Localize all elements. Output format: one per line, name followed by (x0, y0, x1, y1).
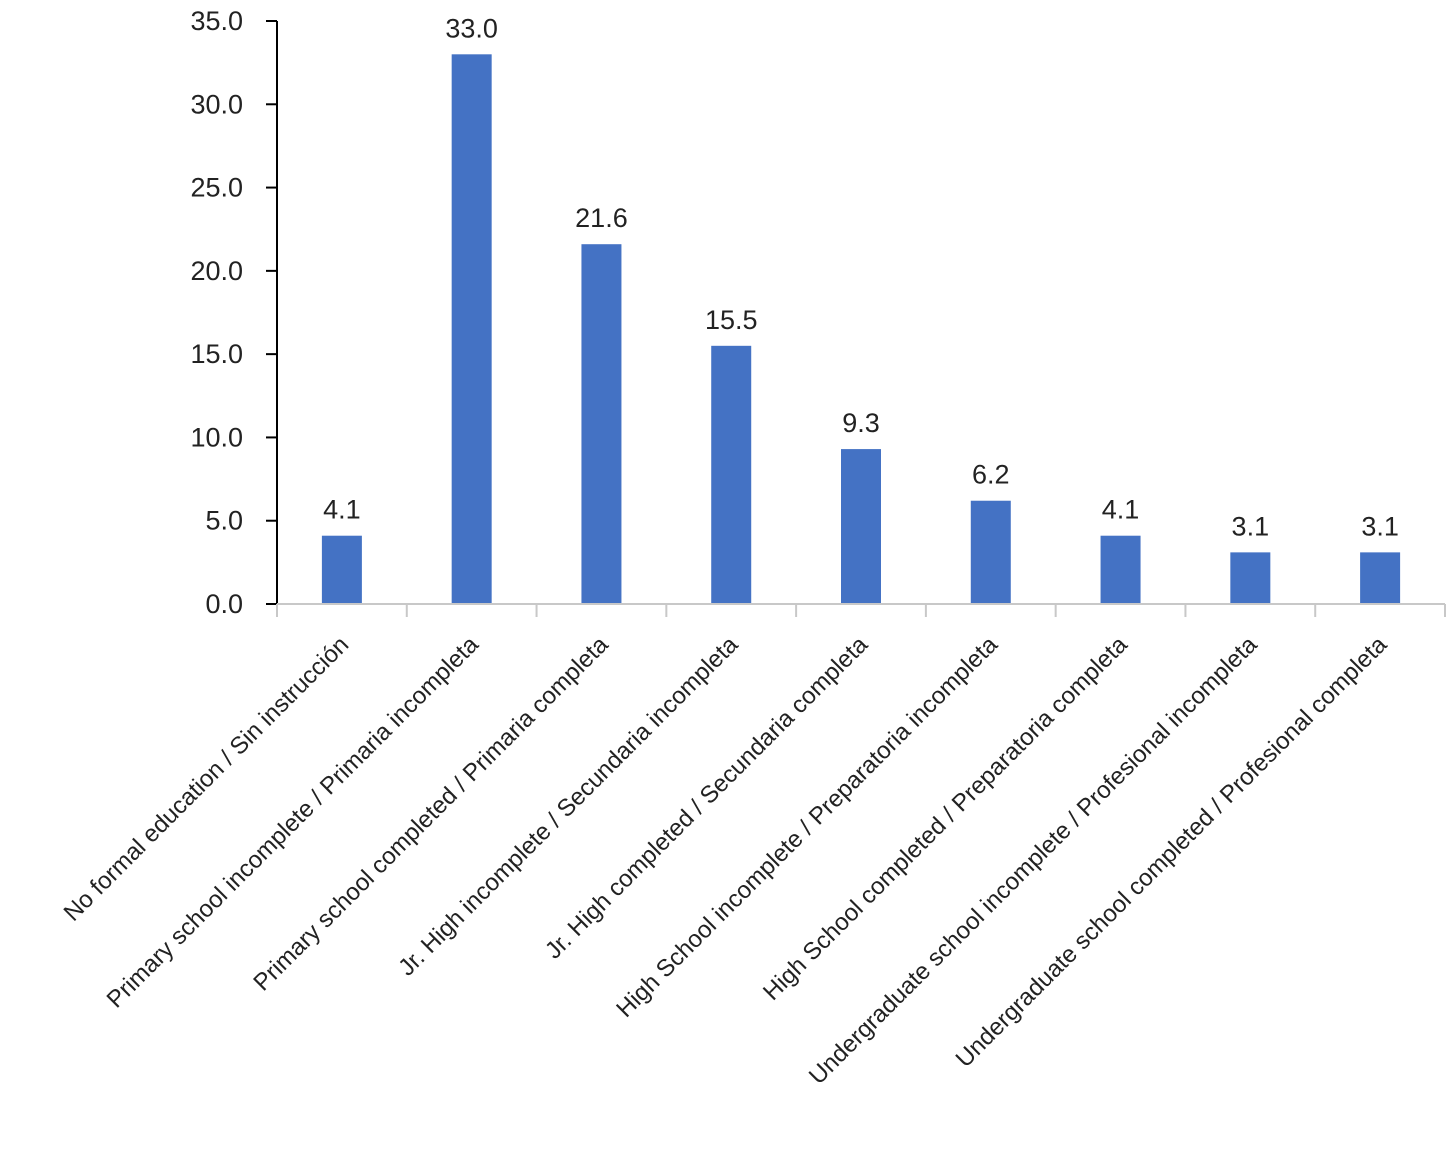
y-tick-label: 0.0 (205, 589, 243, 619)
category-label: Undergraduate school completed / Profesi… (951, 631, 1393, 1073)
bar (841, 449, 881, 604)
bar (451, 54, 492, 605)
data-labels: 4.1 33.0 21.6 15.5 9.3 6.2 4.1 3.1 3.1 (323, 13, 1399, 541)
y-tick-label: 5.0 (205, 506, 243, 536)
bar (1230, 552, 1271, 604)
data-label: 33.0 (445, 13, 498, 43)
data-label: 15.5 (705, 305, 758, 335)
bar (711, 345, 752, 604)
bar (581, 244, 622, 604)
data-label: 21.6 (575, 203, 628, 233)
data-label: 4.1 (323, 495, 361, 525)
y-axis: 0.0 5.0 10.0 15.0 20.0 25.0 30.0 35.0 (190, 6, 278, 619)
y-tick-label: 35.0 (190, 6, 243, 36)
bars (321, 54, 1401, 605)
y-tick-label: 25.0 (190, 173, 243, 203)
bar (1100, 535, 1141, 604)
data-label: 4.1 (1102, 495, 1140, 525)
bar (1360, 552, 1401, 604)
y-tick-label: 10.0 (190, 422, 243, 452)
y-tick-label: 15.0 (190, 339, 243, 369)
category-labels: No formal education / Sin instrucciónPri… (59, 631, 1393, 1090)
y-tick-label: 20.0 (190, 256, 243, 286)
bar (321, 535, 362, 604)
data-label: 3.1 (1232, 511, 1270, 541)
x-axis (276, 603, 1446, 617)
data-label: 3.1 (1361, 511, 1399, 541)
category-label: Undergraduate school incomplete / Profes… (804, 631, 1263, 1090)
bar (970, 500, 1011, 604)
data-label: 6.2 (972, 460, 1010, 490)
category-label: No formal education / Sin instrucción (59, 631, 354, 926)
y-tick-label: 30.0 (190, 89, 243, 119)
data-label: 9.3 (842, 408, 880, 438)
